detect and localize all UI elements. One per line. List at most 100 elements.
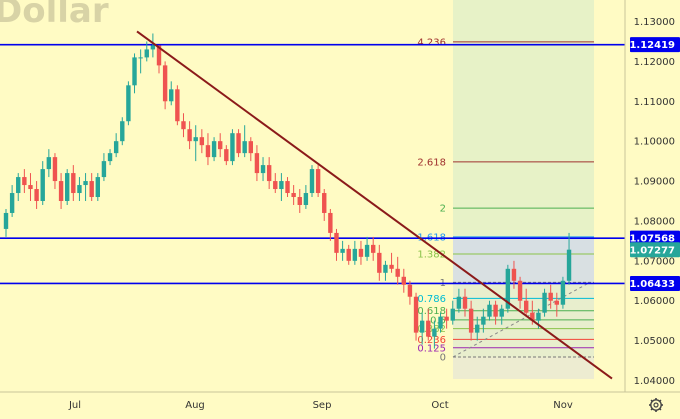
- fib-level-label: 0.382: [417, 324, 446, 335]
- candle-body: [113, 141, 119, 154]
- price-scale-background: [625, 0, 680, 419]
- candle-body: [487, 304, 492, 317]
- candle-body: [315, 169, 321, 194]
- candle-body: [260, 165, 266, 174]
- candle-body: [303, 193, 309, 205]
- candle-body: [107, 153, 113, 162]
- candle-body: [156, 45, 162, 66]
- candle-body: [230, 133, 235, 162]
- candle-body: [346, 248, 351, 261]
- fib-level-label: 0.5: [430, 315, 446, 326]
- price-badge-label: 1.07277: [629, 245, 675, 256]
- fib-level-label: 1.382: [417, 250, 446, 261]
- candle-body: [358, 248, 364, 257]
- candle-body: [71, 173, 76, 194]
- candle-body: [175, 89, 180, 122]
- price-badge: [630, 37, 680, 53]
- candle-body: [187, 129, 192, 142]
- candle-body: [499, 308, 504, 317]
- candle-body: [193, 137, 198, 142]
- candle-body: [401, 276, 406, 285]
- candle-body: [9, 193, 15, 213]
- candle-body: [309, 169, 315, 194]
- price-badge: [630, 230, 680, 246]
- candle-body: [297, 197, 302, 205]
- y-axis-tick-label: 1.04000: [634, 376, 675, 387]
- candle-body: [236, 133, 241, 154]
- fib-level-label: 2.618: [417, 157, 446, 168]
- candle-body: [548, 292, 553, 301]
- fib-anchor-line: [452, 281, 591, 358]
- candle-body: [162, 65, 168, 102]
- candle-body: [456, 296, 462, 309]
- gear-icon[interactable]: [649, 398, 663, 412]
- fib-mid-zone: [453, 236, 594, 283]
- candle-body: [432, 328, 437, 337]
- candle-body: [352, 248, 358, 261]
- fib-level-label: 0.786: [417, 294, 446, 305]
- y-axis-tick-label: 1.05000: [634, 336, 675, 347]
- fib-level-label: 0: [440, 352, 446, 363]
- candle-body: [218, 141, 223, 150]
- y-axis-tick-label: 1.12000: [634, 57, 675, 68]
- candle-body: [511, 268, 517, 281]
- candle-body: [542, 292, 547, 313]
- candle-body: [328, 212, 333, 233]
- candle-body: [46, 157, 52, 170]
- candle-body: [89, 181, 94, 198]
- candle-body: [120, 121, 125, 142]
- fib-target-zone: [453, 0, 594, 255]
- candle-body: [242, 141, 247, 154]
- candle-body: [77, 185, 82, 194]
- candle-body: [444, 316, 449, 321]
- x-axis-month-label: Aug: [185, 400, 205, 411]
- candle-body: [101, 161, 107, 178]
- fib-level-label: 0.618: [417, 306, 446, 317]
- candle-body: [28, 185, 33, 190]
- candle-body: [3, 212, 9, 229]
- candle-body: [413, 296, 419, 333]
- candle-body: [205, 145, 211, 158]
- candle-body: [248, 141, 253, 154]
- x-axis-month-label: Jul: [68, 400, 81, 411]
- candle-body: [65, 173, 70, 201]
- candle-body: [462, 296, 468, 309]
- price-badge-label: 1.07568: [629, 234, 675, 245]
- candle-body: [505, 268, 511, 309]
- x-axis-month-label: Sep: [313, 400, 332, 411]
- candle-body: [138, 57, 143, 59]
- price-badge-label: 1.12419: [629, 40, 675, 51]
- candle-body: [150, 45, 156, 50]
- candle-body: [34, 189, 39, 201]
- candle-body: [554, 300, 559, 305]
- x-axis-month-label: Oct: [431, 400, 448, 411]
- fib-level-label: 4.236: [417, 37, 446, 48]
- candle-body: [389, 264, 394, 269]
- candle-body: [395, 268, 400, 277]
- candle-body: [169, 89, 174, 102]
- price-badge-label: 1.06433: [629, 279, 675, 290]
- candle-body: [322, 193, 327, 213]
- candle-body: [132, 57, 137, 86]
- chart-title-watermark: Dollar: [0, 0, 109, 31]
- y-axis-tick-label: 1.10000: [634, 137, 675, 148]
- candle-body: [22, 177, 27, 186]
- candle-body: [530, 312, 535, 321]
- fib-lower-zone: [453, 356, 594, 379]
- candle-body: [254, 153, 260, 174]
- candle-body: [58, 181, 64, 201]
- candle-body: [224, 149, 229, 162]
- candle-body: [285, 181, 290, 194]
- price-badge: [630, 275, 680, 291]
- fib-level-label: 0.125: [417, 343, 446, 354]
- candle-body: [40, 169, 45, 201]
- candle-body: [371, 244, 376, 253]
- candle-body: [199, 137, 205, 146]
- candle-body: [181, 121, 186, 130]
- trendline[interactable]: [136, 30, 613, 380]
- price-badge: [630, 242, 680, 258]
- candle-body: [52, 157, 58, 182]
- candle-body: [95, 177, 100, 198]
